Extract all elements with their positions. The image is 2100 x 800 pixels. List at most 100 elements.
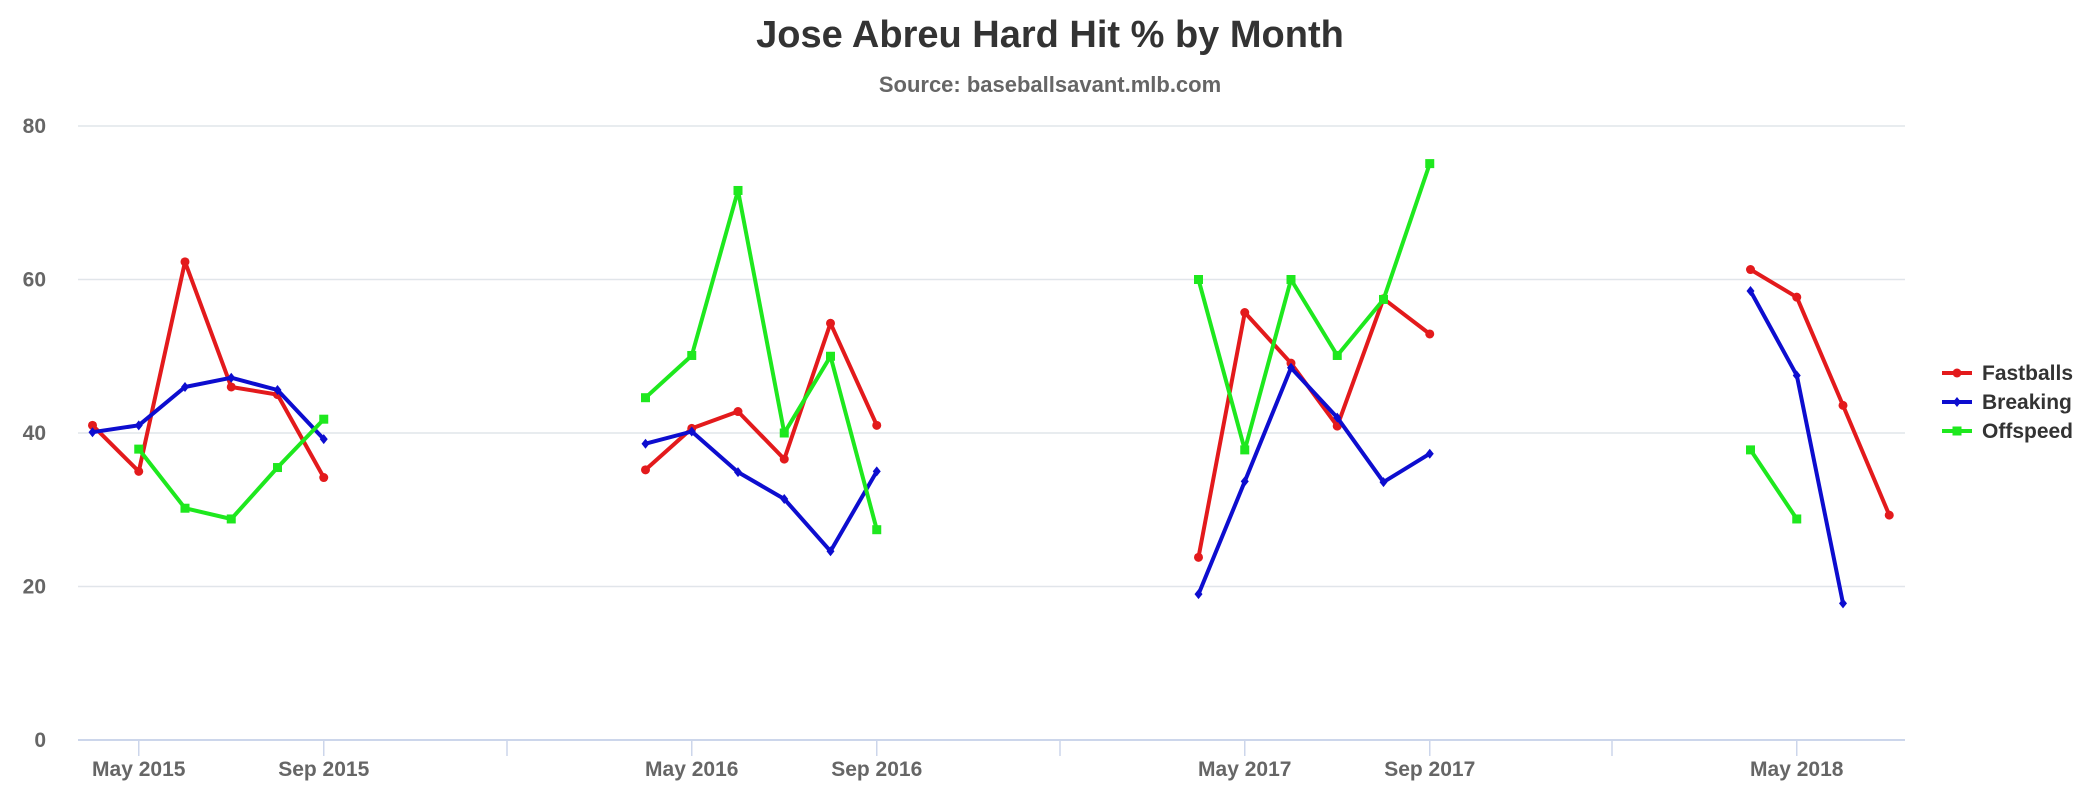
series-fastballs	[88, 257, 1894, 562]
data-point	[872, 525, 882, 535]
data-point	[1952, 368, 1962, 378]
data-point	[1952, 426, 1962, 436]
legend-label: Fastballs	[1982, 362, 2073, 385]
series-line	[136, 417, 326, 521]
data-point	[872, 420, 882, 430]
data-point	[734, 467, 742, 478]
series-line	[90, 375, 326, 442]
data-point	[88, 420, 97, 430]
data-point	[226, 514, 236, 524]
data-point	[1839, 598, 1847, 609]
legend[interactable]: Fastballs Breaking Offspeed	[1942, 362, 2073, 443]
data-point	[780, 494, 789, 505]
data-point	[687, 426, 696, 437]
data-point	[1379, 294, 1388, 304]
data-point	[1953, 397, 1961, 407]
data-point	[180, 257, 190, 267]
data-point	[1884, 510, 1894, 520]
y-tick-label: 40	[23, 422, 46, 445]
data-point	[1333, 412, 1342, 423]
data-point	[1792, 292, 1802, 302]
data-point	[733, 185, 743, 195]
data-point	[641, 438, 650, 449]
data-point	[1240, 476, 1249, 487]
data-point	[641, 465, 650, 475]
data-point	[779, 428, 789, 438]
data-point	[1194, 275, 1203, 284]
y-tick-label: 0	[34, 729, 46, 752]
data-point	[1792, 370, 1801, 381]
legend-item-breaking[interactable]: Breaking	[1942, 391, 2072, 414]
data-point	[88, 427, 97, 438]
y-tick-label: 60	[23, 269, 46, 292]
data-point	[134, 420, 143, 431]
series-line	[643, 188, 879, 532]
series-line	[1196, 365, 1432, 597]
data-point	[1746, 286, 1755, 297]
series-breaking	[88, 286, 1847, 609]
gridlines: 0 20 40 60 80	[23, 115, 1905, 752]
x-tick-label: Sep 2015	[278, 758, 369, 781]
legend-item-fastballs[interactable]: Fastballs	[1942, 362, 2073, 385]
data-point	[273, 463, 282, 473]
data-point	[273, 385, 282, 396]
data-point	[1425, 448, 1434, 459]
data-point	[1425, 159, 1435, 169]
x-tick-label: Sep 2016	[831, 758, 922, 781]
x-axis: May 2015 Sep 2015 May 2016 Sep 2016 May 2017…	[78, 739, 1905, 781]
series-line	[1748, 267, 1892, 518]
chart-title: Jose Abreu Hard Hit % by Month	[756, 14, 1344, 56]
data-point	[733, 407, 743, 417]
y-tick-label: 80	[23, 115, 46, 138]
series-line	[1748, 447, 1799, 521]
data-point	[826, 318, 835, 328]
series-offspeed	[134, 159, 1802, 535]
data-point	[641, 393, 650, 403]
data-point	[826, 351, 835, 361]
data-point	[826, 546, 835, 557]
x-tick-label: May 2016	[645, 758, 738, 781]
series-line	[1748, 289, 1845, 606]
data-point	[1792, 514, 1802, 524]
plot-area	[88, 159, 1894, 609]
data-point	[181, 381, 189, 392]
data-point	[226, 382, 236, 392]
data-point	[1286, 275, 1296, 284]
x-tick-label: May 2018	[1750, 758, 1844, 781]
series-line	[1196, 296, 1432, 560]
data-point	[319, 414, 329, 424]
data-point	[319, 473, 329, 483]
data-point	[1240, 308, 1250, 318]
data-point	[1194, 589, 1203, 600]
data-point	[319, 434, 328, 445]
legend-label: Offspeed	[1982, 420, 2073, 443]
data-point	[872, 466, 881, 477]
data-point	[227, 372, 236, 383]
data-point	[1379, 477, 1388, 488]
x-tick-label: May 2017	[1198, 758, 1291, 781]
series-line	[90, 259, 326, 480]
legend-item-offspeed[interactable]: Offspeed	[1942, 420, 2073, 443]
data-point	[1746, 445, 1755, 455]
data-point	[687, 350, 697, 360]
data-point	[1838, 400, 1848, 410]
data-point	[134, 466, 144, 476]
data-point	[134, 444, 144, 454]
data-point	[1746, 265, 1755, 275]
data-point	[779, 454, 789, 464]
data-point	[1240, 445, 1250, 455]
data-point	[1287, 362, 1295, 373]
x-tick-label: May 2015	[92, 758, 186, 781]
data-point	[1332, 350, 1342, 360]
y-tick-label: 20	[23, 576, 46, 599]
data-point	[180, 503, 190, 513]
series-line	[643, 429, 879, 554]
data-point	[1425, 329, 1435, 339]
data-point	[1194, 552, 1203, 562]
x-tick-label: Sep 2017	[1384, 758, 1475, 781]
legend-label: Breaking	[1982, 391, 2072, 414]
series-line	[1196, 161, 1432, 452]
chart-subtitle: Source: baseballsavant.mlb.com	[879, 72, 1221, 97]
